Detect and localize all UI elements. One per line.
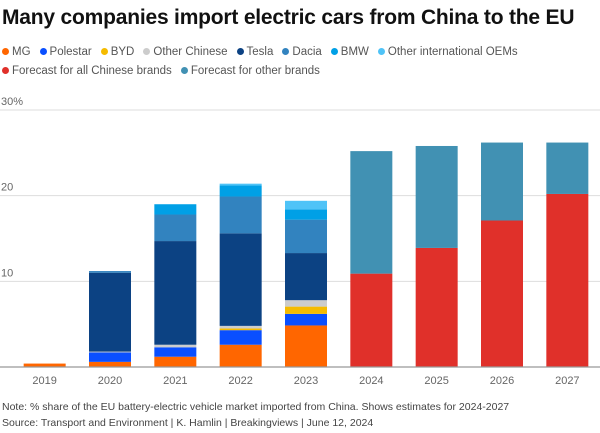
bar-segment bbox=[285, 253, 327, 301]
legend: MG Polestar BYD Other Chinese Tesla Dacia BMW O… bbox=[2, 43, 600, 81]
chart-plot: 10 20 30% 2019 2020 2021 2022 2023 2024 2025 2026… bbox=[0, 96, 600, 387]
bar-segment bbox=[89, 272, 131, 352]
legend-swatch bbox=[2, 67, 9, 74]
y-tick-label: 10 bbox=[1, 267, 13, 279]
bar-segment bbox=[219, 344, 262, 367]
bar-segment bbox=[219, 328, 262, 331]
x-tick-label: 2023 bbox=[294, 375, 318, 387]
legend-item: BYD bbox=[100, 43, 135, 62]
bar-segment bbox=[481, 220, 523, 367]
legend-label: Tesla bbox=[246, 46, 274, 58]
bar-segment bbox=[546, 142, 589, 194]
legend-item: Forecast for all Chinese brands bbox=[2, 62, 172, 81]
bar-segment bbox=[219, 330, 262, 345]
legend-item: Other Chinese bbox=[143, 43, 228, 62]
legend-label: Polestar bbox=[49, 46, 92, 58]
legend-swatch bbox=[282, 48, 290, 55]
legend-swatch bbox=[236, 48, 244, 55]
bar-segment bbox=[219, 183, 262, 186]
legend-label: MG bbox=[12, 46, 31, 58]
bar-segment bbox=[154, 241, 197, 345]
bar-segment bbox=[285, 325, 327, 367]
bar-segment bbox=[546, 193, 589, 367]
legend-label: BMW bbox=[340, 46, 369, 58]
legend-swatch bbox=[180, 67, 188, 74]
x-tick-label: 2022 bbox=[228, 375, 252, 387]
legend-swatch bbox=[143, 48, 151, 55]
bar-segment bbox=[89, 351, 131, 353]
chart-note: Note: % share of the EU battery-electric… bbox=[2, 401, 510, 413]
bar-segment bbox=[285, 306, 327, 314]
bar-segment bbox=[350, 151, 393, 274]
x-tick-label: 2021 bbox=[163, 375, 187, 387]
bar-segment bbox=[285, 219, 327, 254]
legend-label: BYD bbox=[110, 46, 135, 58]
bar-segment bbox=[154, 356, 197, 367]
legend-item: BMW bbox=[330, 43, 369, 62]
x-tick-label: 2024 bbox=[359, 375, 383, 387]
bar-segment bbox=[219, 196, 262, 234]
y-tick-label: 30% bbox=[1, 96, 23, 108]
bar-segment bbox=[285, 200, 327, 210]
chart-title: Many companies import electric cars from… bbox=[2, 6, 575, 29]
x-tick-label: 2027 bbox=[555, 375, 579, 387]
legend-item: Other international OEMs bbox=[377, 43, 518, 62]
bar-segment bbox=[89, 271, 131, 273]
legend-label: Other international OEMs bbox=[387, 46, 518, 58]
legend-label: Forecast for all Chinese brands bbox=[12, 65, 172, 77]
x-tick-label: 2019 bbox=[32, 375, 56, 387]
bar-segment bbox=[219, 185, 262, 197]
bar-segment bbox=[219, 325, 262, 329]
legend-swatch bbox=[330, 48, 338, 55]
legend-item: Tesla bbox=[236, 43, 274, 62]
x-tick-label: 2026 bbox=[490, 375, 514, 387]
bar-segment bbox=[219, 233, 262, 326]
legend-swatch bbox=[377, 48, 385, 55]
y-tick-label: 20 bbox=[1, 182, 13, 194]
bar-segment bbox=[154, 344, 197, 348]
bars bbox=[23, 142, 589, 367]
x-tick-label: 2025 bbox=[424, 375, 448, 387]
bar-segment bbox=[415, 247, 458, 367]
legend-swatch bbox=[100, 48, 108, 55]
legend-swatch bbox=[2, 48, 9, 55]
bar-segment bbox=[415, 145, 458, 248]
legend-item: Dacia bbox=[282, 43, 322, 62]
legend-item: Polestar bbox=[39, 43, 92, 62]
x-tick-label: 2020 bbox=[98, 375, 122, 387]
bar-segment bbox=[23, 363, 66, 367]
bar-segment bbox=[481, 142, 523, 221]
bar-segment bbox=[285, 300, 327, 307]
legend-swatch bbox=[39, 48, 47, 55]
bar-segment bbox=[285, 313, 327, 326]
legend-label: Other Chinese bbox=[153, 46, 228, 58]
bar-segment bbox=[89, 361, 131, 367]
legend-label: Forecast for other brands bbox=[190, 65, 320, 77]
bar-segment bbox=[154, 214, 197, 242]
chart-source: Source: Transport and Environment | K. H… bbox=[2, 417, 374, 429]
legend-item: MG bbox=[2, 43, 31, 62]
x-axis: 2019 2020 2021 2022 2023 2024 2025 2026 2027 bbox=[0, 366, 600, 387]
bar-segment bbox=[89, 352, 131, 362]
legend-item: Forecast for other brands bbox=[180, 62, 320, 81]
bar-segment bbox=[350, 273, 393, 367]
bar-segment bbox=[154, 204, 197, 215]
legend-label: Dacia bbox=[292, 46, 322, 58]
bar-segment bbox=[285, 209, 327, 220]
bar-segment bbox=[154, 347, 197, 357]
